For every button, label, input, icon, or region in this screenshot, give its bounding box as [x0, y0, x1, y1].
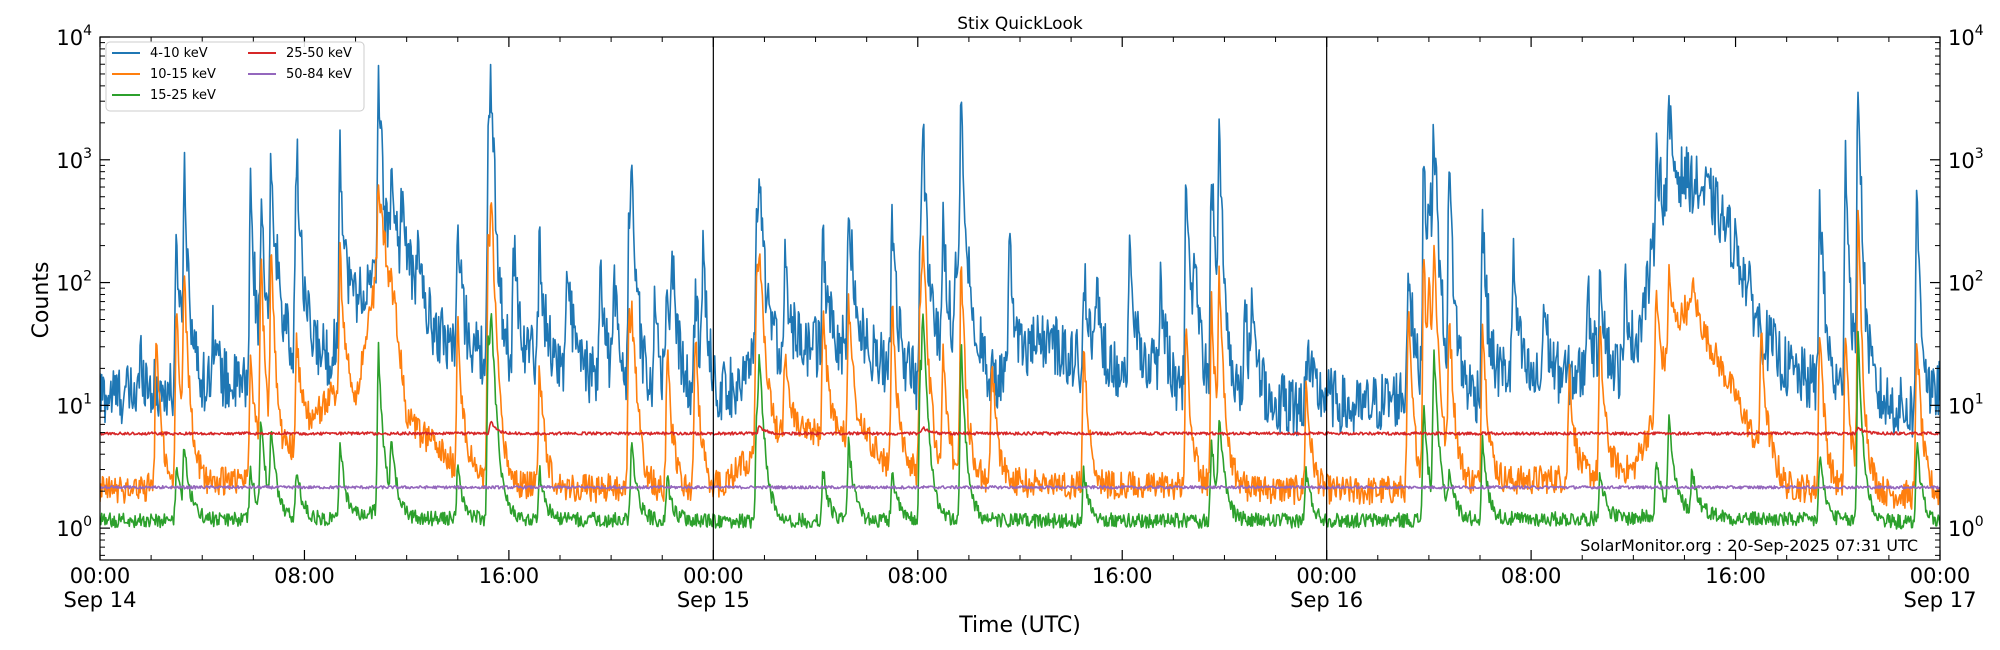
- x-tick-date-0: Sep 14: [64, 588, 137, 612]
- legend-label-3: 25-50 keV: [286, 46, 352, 61]
- x-tick-date-9: Sep 17: [1904, 588, 1977, 612]
- y-tick-layer: 100 100 101 101 102 102 103 103 104 104: [56, 23, 1984, 556]
- y-tick-label-left-4: 104: [56, 23, 92, 50]
- y-tick-label-left-2: 102: [56, 269, 92, 296]
- y-tick-label-right-1: 101: [1948, 391, 1984, 418]
- series-line-2: [100, 312, 1940, 530]
- y-tick-label-right-0: 100: [1948, 514, 1984, 541]
- x-tick-time-4: 08:00: [888, 564, 949, 588]
- timestamp-annotation: SolarMonitor.org : 20-Sep-2025 07:31 UTC: [1580, 536, 1918, 555]
- y-tick-label-left-1: 101: [56, 391, 92, 418]
- legend-label-1: 10-15 keV: [150, 67, 216, 82]
- x-tick-time-1: 08:00: [274, 564, 335, 588]
- series-line-3: [100, 420, 1940, 436]
- legend: 4-10 keV 10-15 keV 15-25 keV 25-50 keV 50-84…: [105, 41, 365, 112]
- x-tick-time-2: 16:00: [479, 564, 540, 588]
- legend-label-0: 4-10 keV: [150, 46, 208, 61]
- y-tick-label-right-2: 102: [1948, 269, 1984, 296]
- y-axis-label: Counts: [29, 262, 54, 339]
- y-tick-label-right-4: 104: [1948, 23, 1984, 50]
- series-layer: [100, 63, 1940, 530]
- legend-label-2: 15-25 keV: [150, 88, 216, 103]
- x-tick-time-7: 08:00: [1501, 564, 1562, 588]
- x-tick-time-3: 00:00: [683, 564, 744, 588]
- x-tick-time-9: 00:00: [1910, 564, 1971, 588]
- x-axis-label: Time (UTC): [958, 613, 1081, 638]
- legend-box: [105, 41, 365, 112]
- x-tick-date-6: Sep 16: [1290, 588, 1363, 612]
- x-tick-time-6: 00:00: [1296, 564, 1357, 588]
- x-tick-time-5: 16:00: [1092, 564, 1153, 588]
- series-line-1: [100, 184, 1940, 510]
- series-line-0: [100, 63, 1940, 438]
- y-tick-label-left-3: 103: [56, 146, 92, 173]
- chart-title: Stix QuickLook: [957, 14, 1083, 34]
- x-tick-time-0: 00:00: [70, 564, 131, 588]
- day-divider-layer: [712, 37, 1328, 560]
- y-tick-label-right-3: 103: [1948, 146, 1984, 173]
- x-tick-time-8: 16:00: [1705, 564, 1766, 588]
- y-tick-label-left-0: 100: [56, 514, 92, 541]
- x-tick-date-3: Sep 15: [677, 588, 750, 612]
- legend-label-4: 50-84 keV: [286, 67, 352, 82]
- series-line-4: [100, 484, 1940, 490]
